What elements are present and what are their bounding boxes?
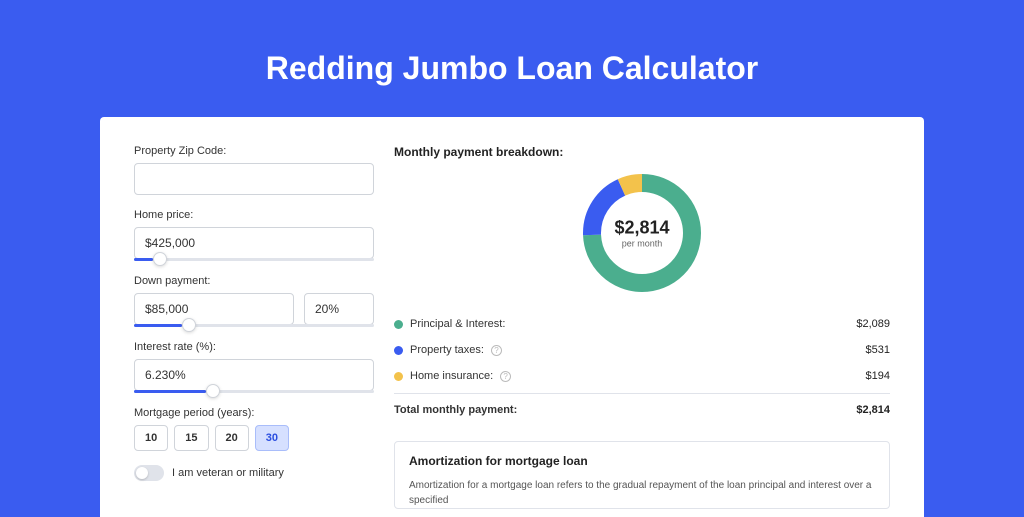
donut-amount: $2,814 bbox=[614, 218, 669, 239]
veteran-label: I am veteran or military bbox=[172, 467, 284, 479]
donut-chart: $2,814 per month bbox=[582, 173, 702, 293]
legend-label: Principal & Interest: bbox=[410, 318, 505, 330]
legend-row: Home insurance:? $194 bbox=[394, 363, 890, 389]
breakdown-title: Monthly payment breakdown: bbox=[394, 145, 890, 159]
amortization-text: Amortization for a mortgage loan refers … bbox=[409, 478, 875, 508]
legend-row: Property taxes:? $531 bbox=[394, 337, 890, 363]
legend-value: $2,089 bbox=[856, 318, 890, 330]
legend-dot bbox=[394, 320, 403, 329]
amortization-title: Amortization for mortgage loan bbox=[409, 454, 875, 468]
rate-input[interactable] bbox=[134, 359, 374, 391]
page-title: Redding Jumbo Loan Calculator bbox=[0, 0, 1024, 117]
donut-center: $2,814 per month bbox=[614, 218, 669, 249]
rate-label: Interest rate (%): bbox=[134, 341, 374, 353]
zip-label: Property Zip Code: bbox=[134, 145, 374, 157]
down-payment-slider[interactable] bbox=[134, 324, 374, 327]
slider-thumb[interactable] bbox=[182, 318, 196, 332]
total-label: Total monthly payment: bbox=[394, 404, 517, 416]
legend: Principal & Interest: $2,089 Property taxe… bbox=[394, 311, 890, 389]
down-payment-label: Down payment: bbox=[134, 275, 374, 287]
period-btn-30[interactable]: 30 bbox=[255, 425, 289, 451]
period-btn-20[interactable]: 20 bbox=[215, 425, 249, 451]
donut-chart-wrap: $2,814 per month bbox=[394, 173, 890, 293]
info-icon[interactable]: ? bbox=[500, 371, 511, 382]
zip-group: Property Zip Code: bbox=[134, 145, 374, 195]
legend-row: Principal & Interest: $2,089 bbox=[394, 311, 890, 337]
down-payment-input[interactable] bbox=[134, 293, 294, 325]
legend-value: $194 bbox=[866, 370, 890, 382]
legend-value: $531 bbox=[866, 344, 890, 356]
veteran-row: I am veteran or military bbox=[134, 465, 374, 481]
total-value: $2,814 bbox=[856, 404, 890, 416]
legend-label: Property taxes: bbox=[410, 344, 484, 356]
period-group: Mortgage period (years): 1015 2030 bbox=[134, 407, 374, 451]
home-price-slider[interactable] bbox=[134, 258, 374, 261]
legend-label: Home insurance: bbox=[410, 370, 493, 382]
rate-slider[interactable] bbox=[134, 390, 374, 393]
donut-sub: per month bbox=[614, 239, 669, 249]
down-payment-group: Down payment: bbox=[134, 275, 374, 327]
inputs-column: Property Zip Code: Home price: Down paym… bbox=[134, 145, 374, 517]
zip-input[interactable] bbox=[134, 163, 374, 195]
period-btn-10[interactable]: 10 bbox=[134, 425, 168, 451]
calculator-card: Property Zip Code: Home price: Down paym… bbox=[100, 117, 924, 517]
slider-thumb[interactable] bbox=[206, 384, 220, 398]
info-icon[interactable]: ? bbox=[491, 345, 502, 356]
home-price-input[interactable] bbox=[134, 227, 374, 259]
veteran-toggle[interactable] bbox=[134, 465, 164, 481]
slider-thumb[interactable] bbox=[153, 252, 167, 266]
legend-dot bbox=[394, 346, 403, 355]
home-price-label: Home price: bbox=[134, 209, 374, 221]
rate-group: Interest rate (%): bbox=[134, 341, 374, 393]
period-buttons: 1015 2030 bbox=[134, 425, 374, 451]
period-btn-15[interactable]: 15 bbox=[174, 425, 208, 451]
legend-dot bbox=[394, 372, 403, 381]
breakdown-column: Monthly payment breakdown: $2,814 per mo… bbox=[394, 145, 890, 517]
down-payment-pct-input[interactable] bbox=[304, 293, 374, 325]
home-price-group: Home price: bbox=[134, 209, 374, 261]
period-label: Mortgage period (years): bbox=[134, 407, 374, 419]
amortization-box: Amortization for mortgage loan Amortizat… bbox=[394, 441, 890, 509]
legend-total-row: Total monthly payment: $2,814 bbox=[394, 393, 890, 423]
